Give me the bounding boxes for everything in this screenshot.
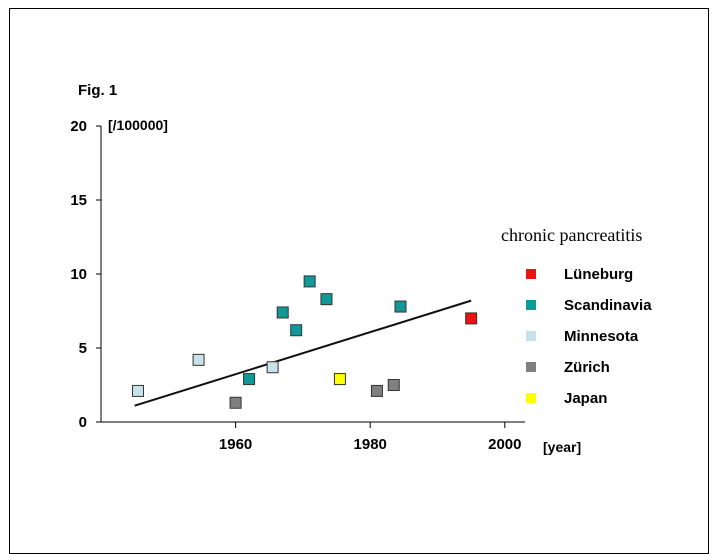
data-point-l-neburg xyxy=(466,313,477,324)
legend: chronic pancreatitis Lüneburg Scandinavia… xyxy=(501,225,652,407)
data-point-scandinavia xyxy=(395,301,406,312)
y-tick-label: 20 xyxy=(70,118,87,135)
x-tick-label: 1960 xyxy=(219,436,252,453)
x-tick-label: 1980 xyxy=(354,436,387,453)
trendline xyxy=(135,301,472,406)
legend-swatch-japan xyxy=(526,393,536,403)
y-axis-label: [/100000] xyxy=(108,117,168,133)
legend-label-scandinavia: Scandinavia xyxy=(564,297,652,314)
data-points xyxy=(133,276,477,408)
legend-swatch-z-rich xyxy=(526,362,536,372)
data-point-minnesota xyxy=(133,385,144,396)
legend-label-z-rich: Zürich xyxy=(564,359,610,376)
data-point-scandinavia xyxy=(277,307,288,318)
data-point-minnesota xyxy=(267,362,278,373)
y-tick-label: 5 xyxy=(79,340,87,357)
legend-label-l-neburg: Lüneburg xyxy=(564,266,633,283)
data-point-scandinavia xyxy=(304,276,315,287)
figure-label: Fig. 1 xyxy=(78,82,117,99)
data-point-z-rich xyxy=(388,380,399,391)
figure-frame: Fig. 1 [/100000] [year] 0 5 10 15 20 1960 1980… xyxy=(9,8,709,554)
y-tick-label: 10 xyxy=(70,266,87,283)
data-point-scandinavia xyxy=(291,325,302,336)
legend-label-minnesota: Minnesota xyxy=(564,328,639,345)
legend-label-japan: Japan xyxy=(564,390,607,407)
legend-swatch-l-neburg xyxy=(526,269,536,279)
legend-swatch-scandinavia xyxy=(526,300,536,310)
y-tick-label: 15 xyxy=(70,192,87,209)
x-axis-label: [year] xyxy=(543,439,581,455)
data-point-japan xyxy=(334,374,345,385)
data-point-scandinavia xyxy=(321,294,332,305)
scatter-chart: Fig. 1 [/100000] [year] 0 5 10 15 20 1960 1980… xyxy=(10,9,710,549)
legend-title: chronic pancreatitis xyxy=(501,225,642,245)
data-point-minnesota xyxy=(193,354,204,365)
y-tick-label: 0 xyxy=(79,414,87,431)
axis-ticks: 0 5 10 15 20 1960 1980 2000 xyxy=(70,118,521,453)
trendline-group xyxy=(135,301,472,406)
data-point-scandinavia xyxy=(244,374,255,385)
x-tick-label: 2000 xyxy=(488,436,521,453)
legend-swatch-minnesota xyxy=(526,331,536,341)
data-point-z-rich xyxy=(230,397,241,408)
data-point-z-rich xyxy=(371,385,382,396)
